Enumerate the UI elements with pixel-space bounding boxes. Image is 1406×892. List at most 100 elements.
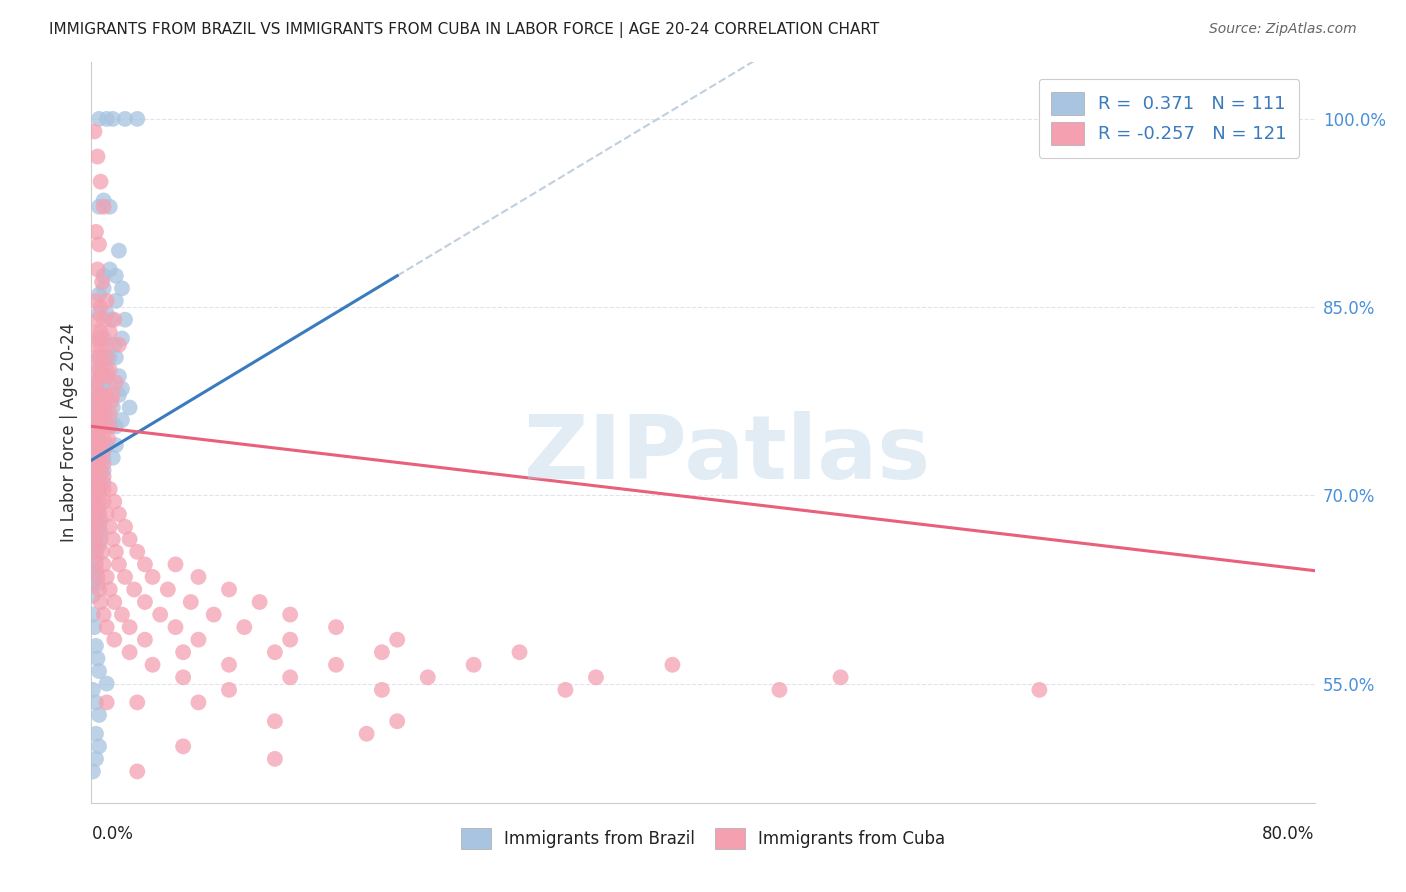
Point bbox=[87, 444, 110, 458]
Point bbox=[83, 444, 105, 458]
Point bbox=[84, 376, 107, 390]
Point bbox=[98, 351, 121, 365]
Point bbox=[87, 432, 110, 446]
Point bbox=[84, 539, 107, 553]
Point bbox=[86, 363, 108, 377]
Point bbox=[87, 494, 110, 508]
Point bbox=[122, 582, 145, 597]
Point bbox=[84, 407, 107, 421]
Point bbox=[90, 595, 112, 609]
Point bbox=[172, 670, 194, 684]
Point bbox=[118, 620, 141, 634]
Point bbox=[87, 500, 110, 515]
Point bbox=[86, 376, 108, 390]
Point bbox=[83, 457, 105, 471]
Point bbox=[97, 432, 120, 446]
Point bbox=[104, 293, 127, 308]
Point bbox=[114, 312, 136, 326]
Point bbox=[86, 651, 108, 665]
Point bbox=[96, 676, 118, 690]
Point bbox=[134, 595, 156, 609]
Point bbox=[118, 645, 141, 659]
Point bbox=[108, 388, 131, 402]
Point bbox=[82, 539, 104, 553]
Point bbox=[385, 714, 409, 729]
Point bbox=[111, 331, 134, 345]
Point bbox=[87, 457, 110, 471]
Point bbox=[100, 394, 122, 409]
Point bbox=[87, 407, 110, 421]
Point bbox=[127, 695, 149, 709]
Point bbox=[83, 394, 105, 409]
Point bbox=[371, 645, 394, 659]
Point bbox=[83, 432, 105, 446]
Point bbox=[111, 413, 134, 427]
Point bbox=[96, 363, 118, 377]
Point bbox=[84, 727, 107, 741]
Point bbox=[104, 545, 127, 559]
Point bbox=[90, 513, 112, 527]
Point bbox=[96, 112, 118, 126]
Point bbox=[463, 657, 485, 672]
Point bbox=[108, 244, 131, 258]
Point bbox=[83, 432, 105, 446]
Point bbox=[87, 708, 110, 723]
Point bbox=[114, 520, 136, 534]
Point bbox=[96, 351, 118, 365]
Point bbox=[96, 293, 118, 308]
Point bbox=[87, 287, 110, 301]
Point bbox=[93, 607, 115, 622]
Point bbox=[325, 620, 347, 634]
Point bbox=[127, 545, 149, 559]
Point bbox=[91, 419, 114, 434]
Point bbox=[325, 657, 347, 672]
Point bbox=[87, 200, 110, 214]
Point bbox=[98, 520, 121, 534]
Point bbox=[103, 595, 125, 609]
Point bbox=[108, 338, 131, 352]
Point bbox=[101, 112, 124, 126]
Point bbox=[172, 739, 194, 754]
Point bbox=[91, 275, 114, 289]
Point bbox=[111, 382, 134, 396]
Point bbox=[82, 475, 104, 490]
Point bbox=[187, 632, 209, 647]
Point bbox=[98, 376, 121, 390]
Point bbox=[371, 682, 394, 697]
Point bbox=[104, 438, 127, 452]
Point bbox=[94, 394, 117, 409]
Point bbox=[93, 194, 115, 208]
Point bbox=[156, 582, 179, 597]
Point bbox=[87, 739, 110, 754]
Point bbox=[87, 419, 110, 434]
Point bbox=[96, 620, 118, 634]
Point bbox=[118, 401, 141, 415]
Point bbox=[82, 764, 104, 779]
Point bbox=[264, 645, 287, 659]
Point bbox=[104, 268, 127, 283]
Point bbox=[96, 570, 118, 584]
Point bbox=[141, 657, 163, 672]
Point bbox=[86, 419, 108, 434]
Legend: Immigrants from Brazil, Immigrants from Cuba: Immigrants from Brazil, Immigrants from … bbox=[453, 820, 953, 857]
Point bbox=[96, 338, 118, 352]
Point bbox=[101, 533, 124, 547]
Point bbox=[84, 513, 107, 527]
Point bbox=[93, 331, 115, 345]
Point bbox=[87, 363, 110, 377]
Point bbox=[1028, 682, 1050, 697]
Point bbox=[96, 695, 118, 709]
Point bbox=[91, 363, 114, 377]
Point bbox=[93, 268, 115, 283]
Text: 0.0%: 0.0% bbox=[91, 825, 134, 843]
Point bbox=[87, 539, 110, 553]
Point bbox=[82, 576, 104, 591]
Point bbox=[83, 457, 105, 471]
Point bbox=[98, 419, 121, 434]
Point bbox=[149, 607, 172, 622]
Point bbox=[218, 582, 240, 597]
Point bbox=[86, 407, 108, 421]
Point bbox=[96, 438, 118, 452]
Point bbox=[82, 513, 104, 527]
Point bbox=[249, 595, 271, 609]
